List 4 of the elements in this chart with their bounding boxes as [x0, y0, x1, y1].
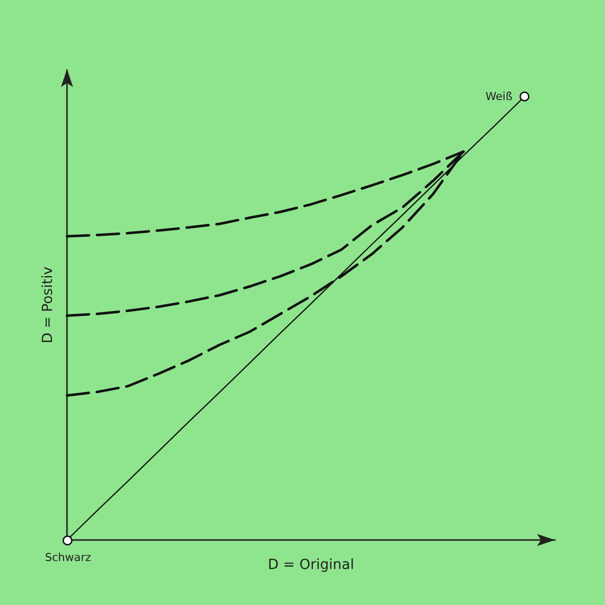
y-axis-title: D = Positiv: [40, 266, 56, 344]
annotation: Weiß: [486, 90, 512, 103]
x-axis-title: D = Original: [268, 557, 354, 573]
text: Schwarz: [45, 551, 92, 564]
